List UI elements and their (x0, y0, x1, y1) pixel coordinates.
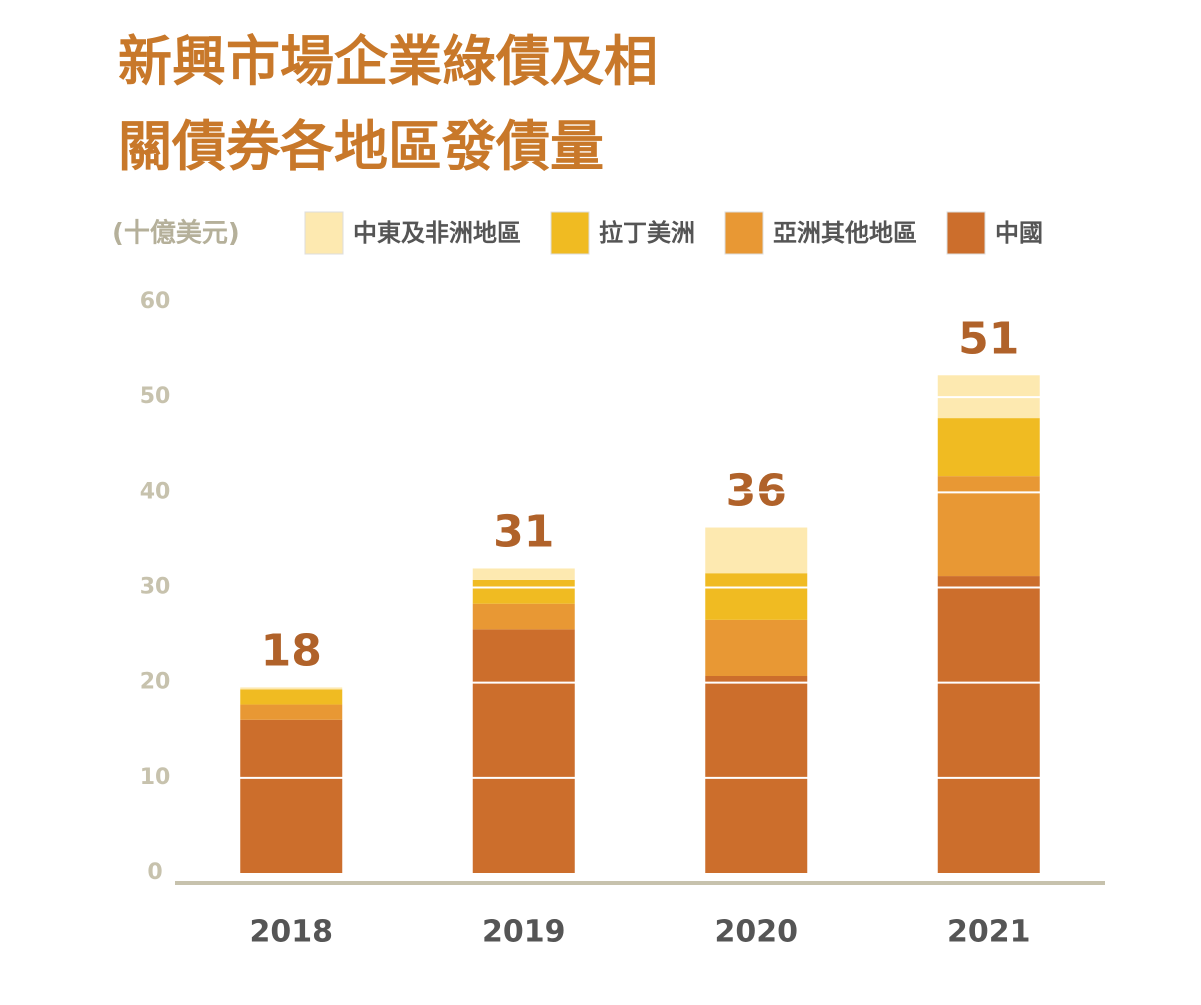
bar-segment (705, 573, 808, 620)
bar-segment (472, 568, 575, 580)
bar-segment (937, 418, 1040, 477)
total-label: 36 (726, 466, 787, 517)
y-tick-label: 10 (140, 765, 171, 790)
total-label: 31 (493, 506, 554, 557)
legend-label: 拉丁美洲 (599, 219, 695, 247)
bar-segment (240, 704, 343, 720)
legend-swatch (724, 211, 764, 255)
bar-segment (240, 689, 343, 705)
unit-label: (十億美元) (112, 218, 240, 249)
legend-label: 中國 (995, 219, 1043, 247)
bar-segment (937, 576, 1040, 873)
legend-swatch (304, 211, 344, 255)
x-tick-label: 2021 (947, 915, 1031, 950)
x-tick-label: 2019 (482, 915, 566, 950)
y-tick-label: 50 (140, 384, 171, 409)
bar-segment (472, 579, 575, 604)
x-tick-label: 2018 (250, 915, 334, 950)
y-tick-label: 30 (140, 575, 171, 600)
x-tick-label: 2020 (715, 915, 799, 950)
bar-segment (472, 629, 575, 873)
total-label: 51 (958, 313, 1019, 364)
bar-segment (705, 527, 808, 574)
legend-label: 中東及非洲地區 (353, 219, 521, 247)
y-tick-label: 20 (140, 670, 171, 695)
chart-title: 新興市場企業綠債及相關債券各地區發債量 (118, 30, 658, 178)
y-tick-label: 0 (147, 860, 162, 885)
y-tick-label: 40 (140, 479, 171, 504)
total-label: 18 (261, 625, 322, 676)
legend-swatch (550, 211, 590, 255)
legend-swatch (946, 211, 986, 255)
bar-segment (937, 476, 1040, 577)
bar-segment (705, 676, 808, 873)
legend-label: 亞洲其他地區 (773, 219, 917, 247)
bar-segment (705, 619, 808, 677)
bar-segment (240, 687, 343, 690)
bar-segment (240, 719, 343, 873)
y-tick-label: 60 (140, 289, 171, 314)
bar-segment (472, 603, 575, 630)
